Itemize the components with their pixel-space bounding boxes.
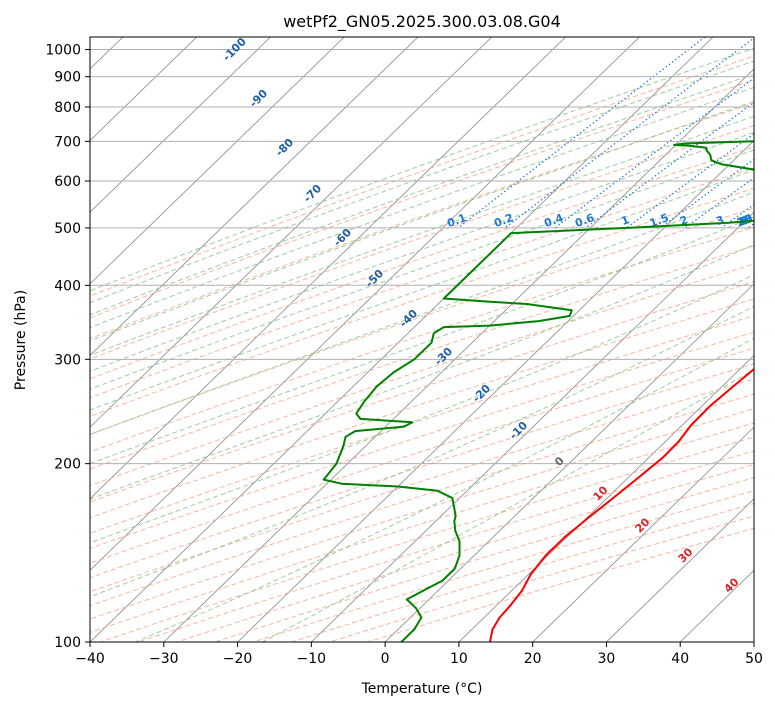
isotherm-line xyxy=(237,140,754,642)
mixing-ratio-label: 0.4 xyxy=(542,211,565,230)
x-tick-label: 40 xyxy=(671,651,689,667)
isotherm-line xyxy=(163,68,754,642)
dry-adiabat-line xyxy=(90,207,754,435)
y-tick-label: 400 xyxy=(54,278,81,294)
mixing-ratio-line xyxy=(457,37,706,229)
mixing-ratio-label: 2 xyxy=(678,213,690,228)
dry-adiabat-line xyxy=(291,502,754,642)
dry-adiabat-line xyxy=(90,263,754,487)
y-tick-label: 100 xyxy=(54,635,81,651)
dry-adiabat-line xyxy=(90,124,754,360)
isotherm-line xyxy=(90,37,566,500)
dry-adiabat-line xyxy=(90,393,754,607)
x-tick-label: −40 xyxy=(75,651,105,667)
x-tick-label: −10 xyxy=(297,651,327,667)
y-tick-label: 500 xyxy=(54,221,81,237)
x-tick-label: 0 xyxy=(381,651,390,667)
moist-adiabat-line xyxy=(90,86,754,329)
dry-adiabat-line xyxy=(90,408,754,620)
isotherm-line xyxy=(606,498,754,642)
y-tick-label: 600 xyxy=(54,174,81,190)
x-tick-label: −30 xyxy=(149,651,179,667)
y-tick-label: 800 xyxy=(54,100,81,116)
y-axis-label: Pressure (hPa) xyxy=(13,290,29,390)
isotherm-line xyxy=(384,283,754,642)
moist-adiabat-line xyxy=(90,131,754,372)
dry-adiabat-line xyxy=(367,527,754,642)
dry-adiabat-line xyxy=(90,347,754,564)
y-tick-label: 700 xyxy=(54,134,81,150)
isotherm-line xyxy=(90,37,640,571)
moist-adiabat-line xyxy=(90,305,754,598)
isotherm-line xyxy=(753,641,754,642)
moist-adiabat-line xyxy=(135,337,754,642)
chart-title: wetPf2_GN05.2025.300.03.08.G04 xyxy=(283,12,561,32)
axes: −40 −30 −20 −10 0 10 20 30 40 50 100 200 300 400 500 60… xyxy=(45,43,763,667)
dry-adiabat-line xyxy=(90,226,754,453)
moist-adiabat-line xyxy=(90,47,754,292)
mixing-ratio-label: 0.6 xyxy=(573,211,596,230)
dry-adiabat-line xyxy=(329,515,754,642)
moist-adiabat-line xyxy=(262,369,754,642)
dry-adiabat-line xyxy=(90,315,754,534)
y-tick-label: 1000 xyxy=(45,43,81,59)
moist-adiabat-line xyxy=(90,60,754,304)
x-tick-label: 10 xyxy=(450,651,468,667)
isotherm-line xyxy=(90,37,271,213)
dry-adiabat-line xyxy=(90,363,754,579)
plot-area xyxy=(90,37,754,642)
dry-adiabat-line xyxy=(90,422,754,633)
mixing-ratio-label: 3 xyxy=(714,213,726,228)
x-tick-label: 20 xyxy=(524,651,542,667)
mixing-ratio-label: 0.1 xyxy=(445,211,468,230)
dry-adiabat-line xyxy=(90,331,754,549)
dewpoint-profile xyxy=(322,140,754,642)
isotherm-line xyxy=(90,37,493,428)
mixing-ratio-label: 0.2 xyxy=(492,211,515,230)
mixing-ratio-line xyxy=(504,37,754,229)
y-tick-label: 200 xyxy=(54,457,81,473)
mixing-ratio-label: 1 xyxy=(619,213,631,228)
x-tick-label: 50 xyxy=(745,651,763,667)
profiles xyxy=(322,140,754,642)
plot-frame xyxy=(89,36,755,643)
isotherm-line xyxy=(90,37,197,142)
temperature-profile xyxy=(488,367,754,642)
isotherm-line xyxy=(532,426,754,642)
x-axis-label: Temperature (°C) xyxy=(361,681,483,697)
x-tick-label: 30 xyxy=(598,651,616,667)
dry-adiabat-line xyxy=(90,167,754,399)
y-tick-label: 300 xyxy=(54,352,81,368)
dry-adiabat-line xyxy=(90,55,754,297)
dry-adiabat-line xyxy=(252,490,754,642)
x-tick-label: −20 xyxy=(223,651,253,667)
moist-adiabat-line xyxy=(90,216,754,465)
dry-adiabat-line xyxy=(90,298,754,519)
pressure-grid xyxy=(90,49,754,642)
y-tick-label: 900 xyxy=(54,70,81,86)
dry-adiabat-line xyxy=(90,378,754,593)
isotherm-line xyxy=(90,37,419,357)
isotherm-line xyxy=(90,37,345,285)
dry-adiabat-line xyxy=(90,79,754,319)
isotherm-line xyxy=(458,354,754,642)
mixing-ratio-line xyxy=(684,177,754,229)
moist-adiabat-line xyxy=(90,169,754,411)
